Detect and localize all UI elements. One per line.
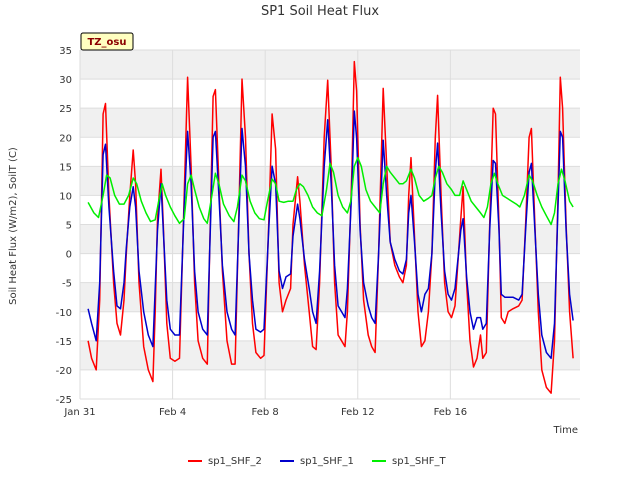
x-tick-label: Feb 16 bbox=[434, 407, 468, 418]
site-badge-text: TZ_osu bbox=[87, 37, 126, 48]
legend: sp1_SHF_2 sp1_SHF_1 sp1_SHF_T bbox=[188, 456, 447, 467]
series-line-sp1_SHF_T bbox=[87, 156, 574, 226]
plot-band bbox=[80, 253, 580, 283]
plot-band bbox=[80, 50, 580, 80]
plot-band bbox=[80, 369, 580, 399]
plot-band bbox=[80, 282, 580, 312]
x-axis-label: Time bbox=[553, 425, 578, 436]
x-axis-ticks: Jan 31 Feb 4 Feb 8 Feb 12 Feb 16 bbox=[63, 407, 467, 418]
y-tick-label: 10 bbox=[59, 191, 72, 202]
legend-label-sp1_SHF_2: sp1_SHF_2 bbox=[208, 456, 262, 467]
y-axis-label: Soil Heat Flux (W/m2), SoilT (C) bbox=[8, 147, 19, 305]
plot-band bbox=[80, 79, 580, 109]
x-tick-label: Jan 31 bbox=[63, 407, 95, 418]
series-layer bbox=[87, 60, 574, 394]
plot-band bbox=[80, 224, 580, 254]
series-line-sp1_SHF_2 bbox=[87, 60, 574, 394]
series-line-sp1_SHF_1 bbox=[87, 110, 574, 360]
y-tick-label: 15 bbox=[59, 162, 72, 173]
site-badge-box bbox=[80, 32, 134, 51]
y-tick-label: 30 bbox=[59, 75, 72, 86]
y-tick-label: -25 bbox=[56, 395, 72, 406]
y-tick-label: 25 bbox=[59, 104, 72, 115]
chart-title: SP1 Soil Heat Flux bbox=[261, 4, 379, 19]
y-tick-label: 5 bbox=[66, 221, 72, 232]
plot-band bbox=[80, 340, 580, 370]
y-tick-label: -15 bbox=[56, 337, 72, 348]
y-tick-label: 35 bbox=[59, 46, 72, 57]
x-tick-label: Feb 12 bbox=[341, 407, 375, 418]
y-tick-label: 0 bbox=[66, 250, 72, 261]
legend-label-sp1_SHF_1: sp1_SHF_1 bbox=[300, 456, 354, 467]
site-badge: TZ_osu bbox=[80, 32, 134, 51]
y-tick-label: -10 bbox=[56, 308, 72, 319]
plot-band bbox=[80, 311, 580, 341]
y-tick-label: -20 bbox=[56, 366, 72, 377]
y-axis-ticks: -25 -20 -15 -10 -5 0 5 10 15 20 25 30 35 bbox=[56, 46, 72, 406]
x-tick-label: Feb 8 bbox=[252, 407, 279, 418]
y-tick-label: 20 bbox=[59, 133, 72, 144]
y-tick-label: -5 bbox=[62, 279, 72, 290]
legend-label-sp1_SHF_T: sp1_SHF_T bbox=[392, 456, 447, 467]
x-tick-label: Feb 4 bbox=[159, 407, 186, 418]
